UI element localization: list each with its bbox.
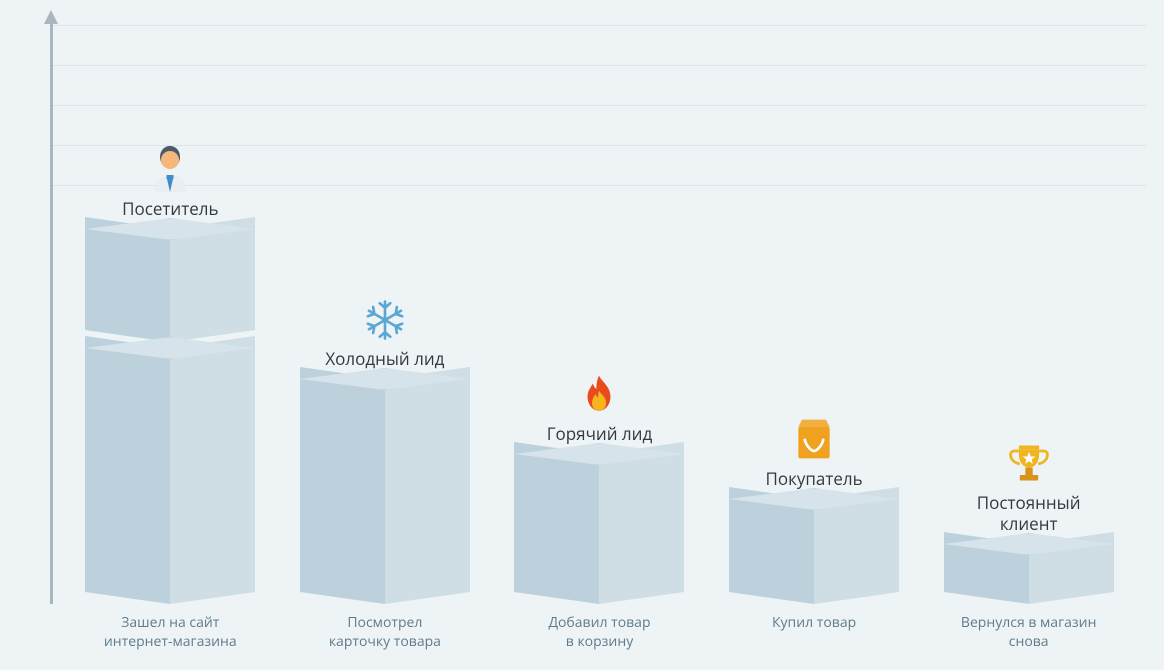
shopping-bag-icon xyxy=(791,416,837,462)
bar-title: Постоянный клиент xyxy=(977,492,1081,535)
x-axis-label: Вернулся в магазин снова xyxy=(929,614,1129,652)
bar-face-right xyxy=(385,367,470,604)
bar-title: Горячий лид xyxy=(547,423,653,444)
bar-row: Посетитель xyxy=(53,0,1146,604)
bar-face-left xyxy=(85,217,170,604)
column-cold-lead: Холодный лид xyxy=(285,298,485,604)
column-hot-lead: Горячий лид xyxy=(499,373,699,604)
x-axis-label: Купил товар xyxy=(714,614,914,652)
bar-title: Покупатель xyxy=(765,468,862,489)
bar-header: Покупатель xyxy=(765,416,862,489)
trophy-icon xyxy=(1006,440,1052,486)
bar xyxy=(85,229,255,604)
bar-header: Холодный лид xyxy=(325,298,444,369)
x-axis-label: Посмотрел карточку товара xyxy=(285,614,485,652)
column-visitor: Посетитель xyxy=(70,142,270,604)
bar xyxy=(514,454,684,604)
funnel-bar-chart: Посетитель xyxy=(0,0,1164,670)
x-axis-labels: Зашел на сайт интернет-магазина Посмотрел… xyxy=(53,614,1146,652)
bar-face-left xyxy=(514,442,599,604)
bar-face-right xyxy=(599,442,684,604)
bar xyxy=(729,499,899,604)
bar-title: Посетитель xyxy=(122,198,218,219)
x-axis-label: Добавил товар в корзину xyxy=(499,614,699,652)
bar-face-right xyxy=(170,217,255,604)
x-axis-label: Зашел на сайт интернет-магазина xyxy=(70,614,270,652)
column-loyal: Постоянный клиент xyxy=(929,440,1129,605)
bar-shelf xyxy=(85,342,255,348)
bar-header: Постоянный клиент xyxy=(977,440,1081,535)
flame-icon xyxy=(577,373,621,417)
bar xyxy=(300,379,470,604)
bar-header: Посетитель xyxy=(122,142,218,219)
column-buyer: Покупатель xyxy=(714,416,914,604)
bar-face-left xyxy=(300,367,385,604)
bar xyxy=(944,544,1114,604)
bar-title: Холодный лид xyxy=(325,348,444,369)
bar-header: Горячий лид xyxy=(547,373,653,444)
snowflake-icon xyxy=(363,298,407,342)
person-icon xyxy=(145,142,195,192)
